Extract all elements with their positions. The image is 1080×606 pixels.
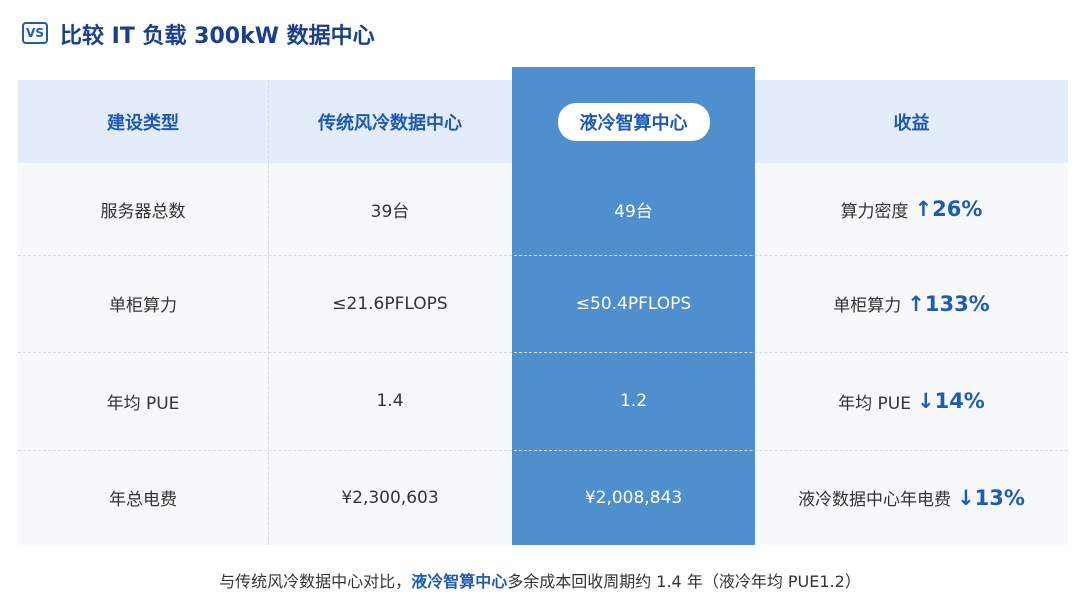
cell-text: ≤50.4PFLOPS bbox=[575, 293, 692, 314]
benefit-text: 算力密度 bbox=[840, 201, 909, 222]
table-cell: ≤50.4PFLOPS bbox=[512, 255, 755, 352]
cell-text: 年总电费 bbox=[109, 490, 177, 510]
table-cell: 年均 PUE ↓14% bbox=[755, 352, 1068, 450]
table-cell: 1.4 bbox=[268, 352, 512, 450]
cell-text: 1.4 bbox=[376, 391, 404, 411]
cell-text: 单柜算力 bbox=[109, 296, 177, 316]
table-cell: 39台 bbox=[268, 163, 512, 255]
table-cell: 49台 bbox=[512, 163, 755, 255]
header-text: 传统风冷数据中心 bbox=[318, 112, 462, 134]
cell-text: ¥2,008,843 bbox=[584, 487, 683, 508]
cell-text: 年均 PUE bbox=[106, 393, 180, 414]
cell-text: ¥2,300,603 bbox=[341, 487, 439, 508]
title-icon: VS bbox=[22, 22, 48, 44]
benefit-text: 液冷数据中心年电费 bbox=[798, 490, 952, 510]
benefit-text: 年均 PUE bbox=[838, 393, 911, 414]
cell-text: ≤21.6PFLOPS bbox=[332, 293, 448, 314]
table-cell: 服务器总数 bbox=[18, 163, 268, 255]
table-cell: ¥2,300,603 bbox=[268, 450, 512, 545]
table-cell: 年总电费 bbox=[18, 450, 268, 545]
header-pill: 液冷智算中心 bbox=[557, 102, 710, 141]
header-text: 建设类型 bbox=[107, 112, 179, 134]
cell-text: 49台 bbox=[614, 201, 653, 222]
footer-text: 与传统风冷数据中心对比， bbox=[219, 572, 412, 591]
table-cell: 单柜算力 bbox=[18, 255, 268, 352]
header-cell: 建设类型 bbox=[18, 80, 268, 163]
row-divider bbox=[18, 450, 1068, 451]
highlight-column bbox=[512, 67, 755, 545]
header-cell: 传统风冷数据中心 bbox=[268, 80, 512, 163]
footer-text: 多余成本回收周期约 1.4 年（液冷年均 PUE1.2） bbox=[507, 572, 861, 591]
header-text: 收益 bbox=[893, 112, 930, 134]
benefit-text: 单柜算力 bbox=[833, 296, 902, 316]
table-cell: 1.2 bbox=[512, 352, 755, 450]
table-cell: 年均 PUE bbox=[18, 352, 268, 450]
table-cell: ¥2,008,843 bbox=[512, 450, 755, 545]
row-divider bbox=[18, 352, 1068, 353]
cell-text: 服务器总数 bbox=[100, 201, 186, 222]
table-cell: 单柜算力 ↑133% bbox=[755, 255, 1068, 352]
benefit-change: ↑133% bbox=[907, 291, 990, 316]
benefit-change: ↓14% bbox=[916, 389, 985, 413]
table-cell: 算力密度 ↑26% bbox=[755, 163, 1068, 255]
footer-highlight: 液冷智算中心 bbox=[411, 572, 508, 591]
benefit-change: ↑26% bbox=[914, 197, 983, 221]
cell-text: 39台 bbox=[370, 201, 410, 222]
cell-text: 1.2 bbox=[619, 391, 648, 411]
benefit-change: ↓13% bbox=[957, 485, 1025, 510]
footer-note: 与传统风冷数据中心对比，液冷智算中心多余成本回收周期约 1.4 年（液冷年均 P… bbox=[0, 568, 1080, 592]
header-cell: 收益 bbox=[755, 80, 1068, 163]
table-cell: 液冷数据中心年电费 ↓13% bbox=[755, 450, 1068, 545]
header-cell: 液冷智算中心 bbox=[512, 80, 755, 163]
row-divider bbox=[18, 255, 1068, 256]
column-divider bbox=[268, 80, 269, 545]
table-cell: ≤21.6PFLOPS bbox=[268, 255, 512, 352]
title: 比较 IT 负载 300kW 数据中心 bbox=[60, 24, 375, 49]
